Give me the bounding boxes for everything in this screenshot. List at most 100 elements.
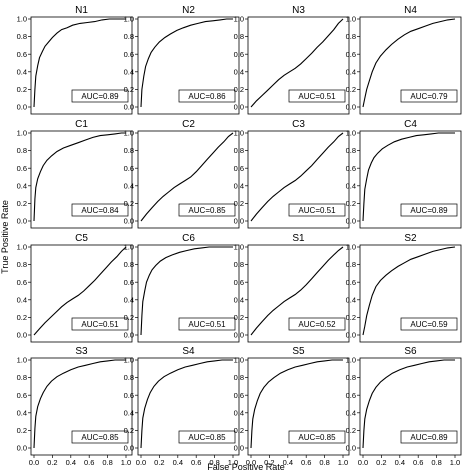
x-axis-label: False Positive Rate (207, 462, 285, 472)
panel-title: S5 (292, 346, 305, 357)
panel-frame (137, 16, 240, 115)
y-tick-label: 1.0 (124, 356, 134, 365)
panel-frame (359, 357, 462, 456)
auc-label: AUC=0.84 (81, 206, 119, 215)
x-tick-label: 0.6 (84, 458, 94, 467)
y-tick-label: 0.4 (346, 408, 356, 417)
roc-curve (362, 18, 456, 108)
y-tick-label: 0.0 (17, 217, 27, 226)
auc-box (178, 203, 236, 217)
y-tick-label: 0.8 (346, 32, 356, 41)
auc-box (71, 203, 129, 217)
auc-box (400, 89, 458, 103)
y-tick-label: 0.6 (234, 50, 244, 59)
panel-c4: C4 0.0 0.2 0.4 0.6 0.8 1.0 AUC=0.89 (346, 119, 462, 229)
y-tick-label: 0.0 (17, 444, 27, 453)
y-tick-label: 0.6 (234, 278, 244, 287)
y-tick-label: 0.4 (234, 295, 244, 304)
y-tick-label: 0.8 (124, 146, 134, 155)
y-tick-label: 0.2 (234, 426, 244, 435)
x-tick-label: 1.0 (121, 458, 131, 467)
auc-label: AUC=0.89 (81, 92, 119, 101)
panel-frame (359, 16, 462, 115)
roc-curve (33, 18, 126, 108)
y-tick-label: 0.2 (346, 85, 356, 94)
auc-label: AUC=0.51 (188, 320, 226, 329)
y-tick-label: 0.0 (124, 444, 134, 453)
y-tick-label: 1.0 (17, 243, 27, 252)
y-tick-label: 0.6 (346, 278, 356, 287)
roc-curve (140, 246, 233, 336)
y-tick-label: 0.0 (234, 331, 244, 340)
y-tick-label: 0.8 (234, 260, 244, 269)
panel-title: C3 (292, 119, 305, 130)
y-tick-label: 0.8 (346, 146, 356, 155)
y-tick-label: 0.4 (124, 181, 134, 190)
y-tick-label: 0.2 (124, 426, 134, 435)
auc-box (400, 203, 458, 217)
panel-s2: S2 0.0 0.2 0.4 0.6 0.8 1.0 AUC=0.59 (346, 233, 462, 343)
y-tick-label: 0.4 (234, 67, 244, 76)
auc-box (178, 89, 236, 103)
roc-curve (362, 359, 455, 449)
x-tick-label: 0.2 (376, 458, 386, 467)
y-tick-label: 0.8 (124, 373, 134, 382)
y-tick-label: 0.8 (234, 373, 244, 382)
x-tick-label: 0.4 (66, 458, 76, 467)
y-tick-label: 0.4 (124, 408, 134, 417)
y-tick-label: 0.2 (124, 199, 134, 208)
panel-frame (137, 130, 240, 229)
roc-curve (362, 246, 456, 336)
x-tick-label: 0.2 (154, 458, 164, 467)
y-tick-label: 0.6 (234, 391, 244, 400)
y-tick-label: 0.6 (17, 278, 27, 287)
y-tick-label: 0.0 (346, 331, 356, 340)
panel-c3: C3 0.0 0.2 0.4 0.6 0.8 1.0 AUC=0.51 (234, 119, 350, 229)
panel-n4: N4 0.0 0.2 0.4 0.6 0.8 1.0 AUC=0.79 (346, 5, 462, 115)
y-tick-label: 1.0 (124, 129, 134, 138)
auc-box (288, 89, 346, 103)
auc-label: AUC=0.86 (188, 92, 226, 101)
panel-frame (247, 130, 350, 229)
auc-label: AUC=0.51 (298, 92, 336, 101)
x-tick-label: 0.0 (29, 458, 39, 467)
y-tick-label: 0.4 (346, 67, 356, 76)
auc-label: AUC=0.52 (298, 320, 336, 329)
roc-curve (250, 18, 344, 108)
auc-label: AUC=0.85 (188, 433, 226, 442)
panel-frame (359, 244, 462, 343)
y-tick-label: 0.6 (346, 164, 356, 173)
x-tick-label: 0.4 (395, 458, 405, 467)
x-tick-label: 0.6 (191, 458, 201, 467)
y-tick-label: 0.2 (346, 313, 356, 322)
x-tick-label: 1.0 (228, 458, 238, 467)
roc-curve (250, 246, 344, 336)
y-tick-label: 0.8 (346, 260, 356, 269)
panel-frame (247, 357, 350, 456)
panel-title: N1 (75, 5, 88, 16)
panel-title: S6 (404, 346, 417, 357)
auc-label: AUC=0.59 (410, 320, 448, 329)
y-tick-label: 0.8 (346, 373, 356, 382)
auc-box (400, 430, 458, 444)
auc-box (178, 430, 236, 444)
x-tick-label: 0.4 (283, 458, 293, 467)
panel-frame (30, 130, 133, 229)
y-tick-label: 1.0 (346, 243, 356, 252)
y-tick-label: 1.0 (17, 15, 27, 24)
y-tick-label: 0.2 (234, 199, 244, 208)
panel-title: C6 (182, 233, 195, 244)
panel-title: S4 (182, 346, 195, 357)
y-tick-label: 0.0 (346, 444, 356, 453)
panel-s1: S1 0.0 0.2 0.4 0.6 0.8 1.0 AUC=0.52 (234, 233, 350, 343)
x-tick-label: 1.0 (450, 458, 460, 467)
y-tick-label: 0.4 (234, 408, 244, 417)
y-tick-label: 1.0 (234, 243, 244, 252)
panel-frame (30, 244, 133, 343)
auc-label: AUC=0.89 (410, 433, 448, 442)
y-tick-label: 0.8 (17, 373, 27, 382)
roc-curve (250, 132, 344, 222)
y-tick-label: 0.4 (17, 67, 27, 76)
x-tick-label: 0.8 (209, 458, 219, 467)
roc-curve (33, 132, 126, 222)
